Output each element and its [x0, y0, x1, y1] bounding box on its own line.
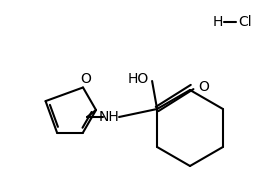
- Text: NH: NH: [99, 110, 119, 124]
- Text: H: H: [213, 15, 223, 29]
- Text: O: O: [198, 80, 209, 94]
- Text: HO: HO: [127, 72, 149, 86]
- Text: Cl: Cl: [238, 15, 252, 29]
- Text: O: O: [81, 73, 92, 86]
